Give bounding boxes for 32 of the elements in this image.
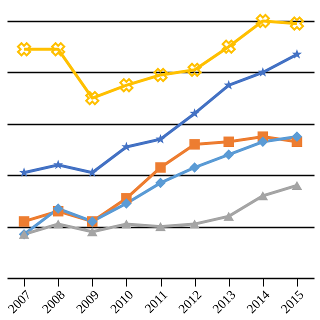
point (292, 180, 302, 190)
point (189, 219, 200, 229)
point (155, 222, 166, 232)
point (18, 216, 30, 227)
point (121, 219, 132, 229)
point (222, 40, 236, 54)
point (52, 219, 64, 229)
point (121, 198, 132, 209)
point (189, 139, 200, 150)
point (256, 14, 270, 28)
point (223, 149, 234, 160)
point (87, 227, 98, 236)
point (156, 134, 166, 144)
point (51, 42, 66, 56)
point (155, 178, 166, 188)
point (292, 131, 302, 142)
point (223, 212, 234, 221)
point (85, 91, 100, 106)
point (258, 136, 268, 148)
point (223, 136, 234, 148)
point (258, 191, 268, 200)
point (155, 162, 166, 173)
point (52, 203, 64, 214)
point (53, 160, 64, 170)
point (290, 16, 304, 31)
point (153, 68, 168, 82)
point (16, 42, 32, 56)
point (119, 78, 134, 92)
point (189, 162, 200, 173)
point (188, 62, 202, 77)
point (190, 108, 200, 118)
point (292, 49, 302, 59)
